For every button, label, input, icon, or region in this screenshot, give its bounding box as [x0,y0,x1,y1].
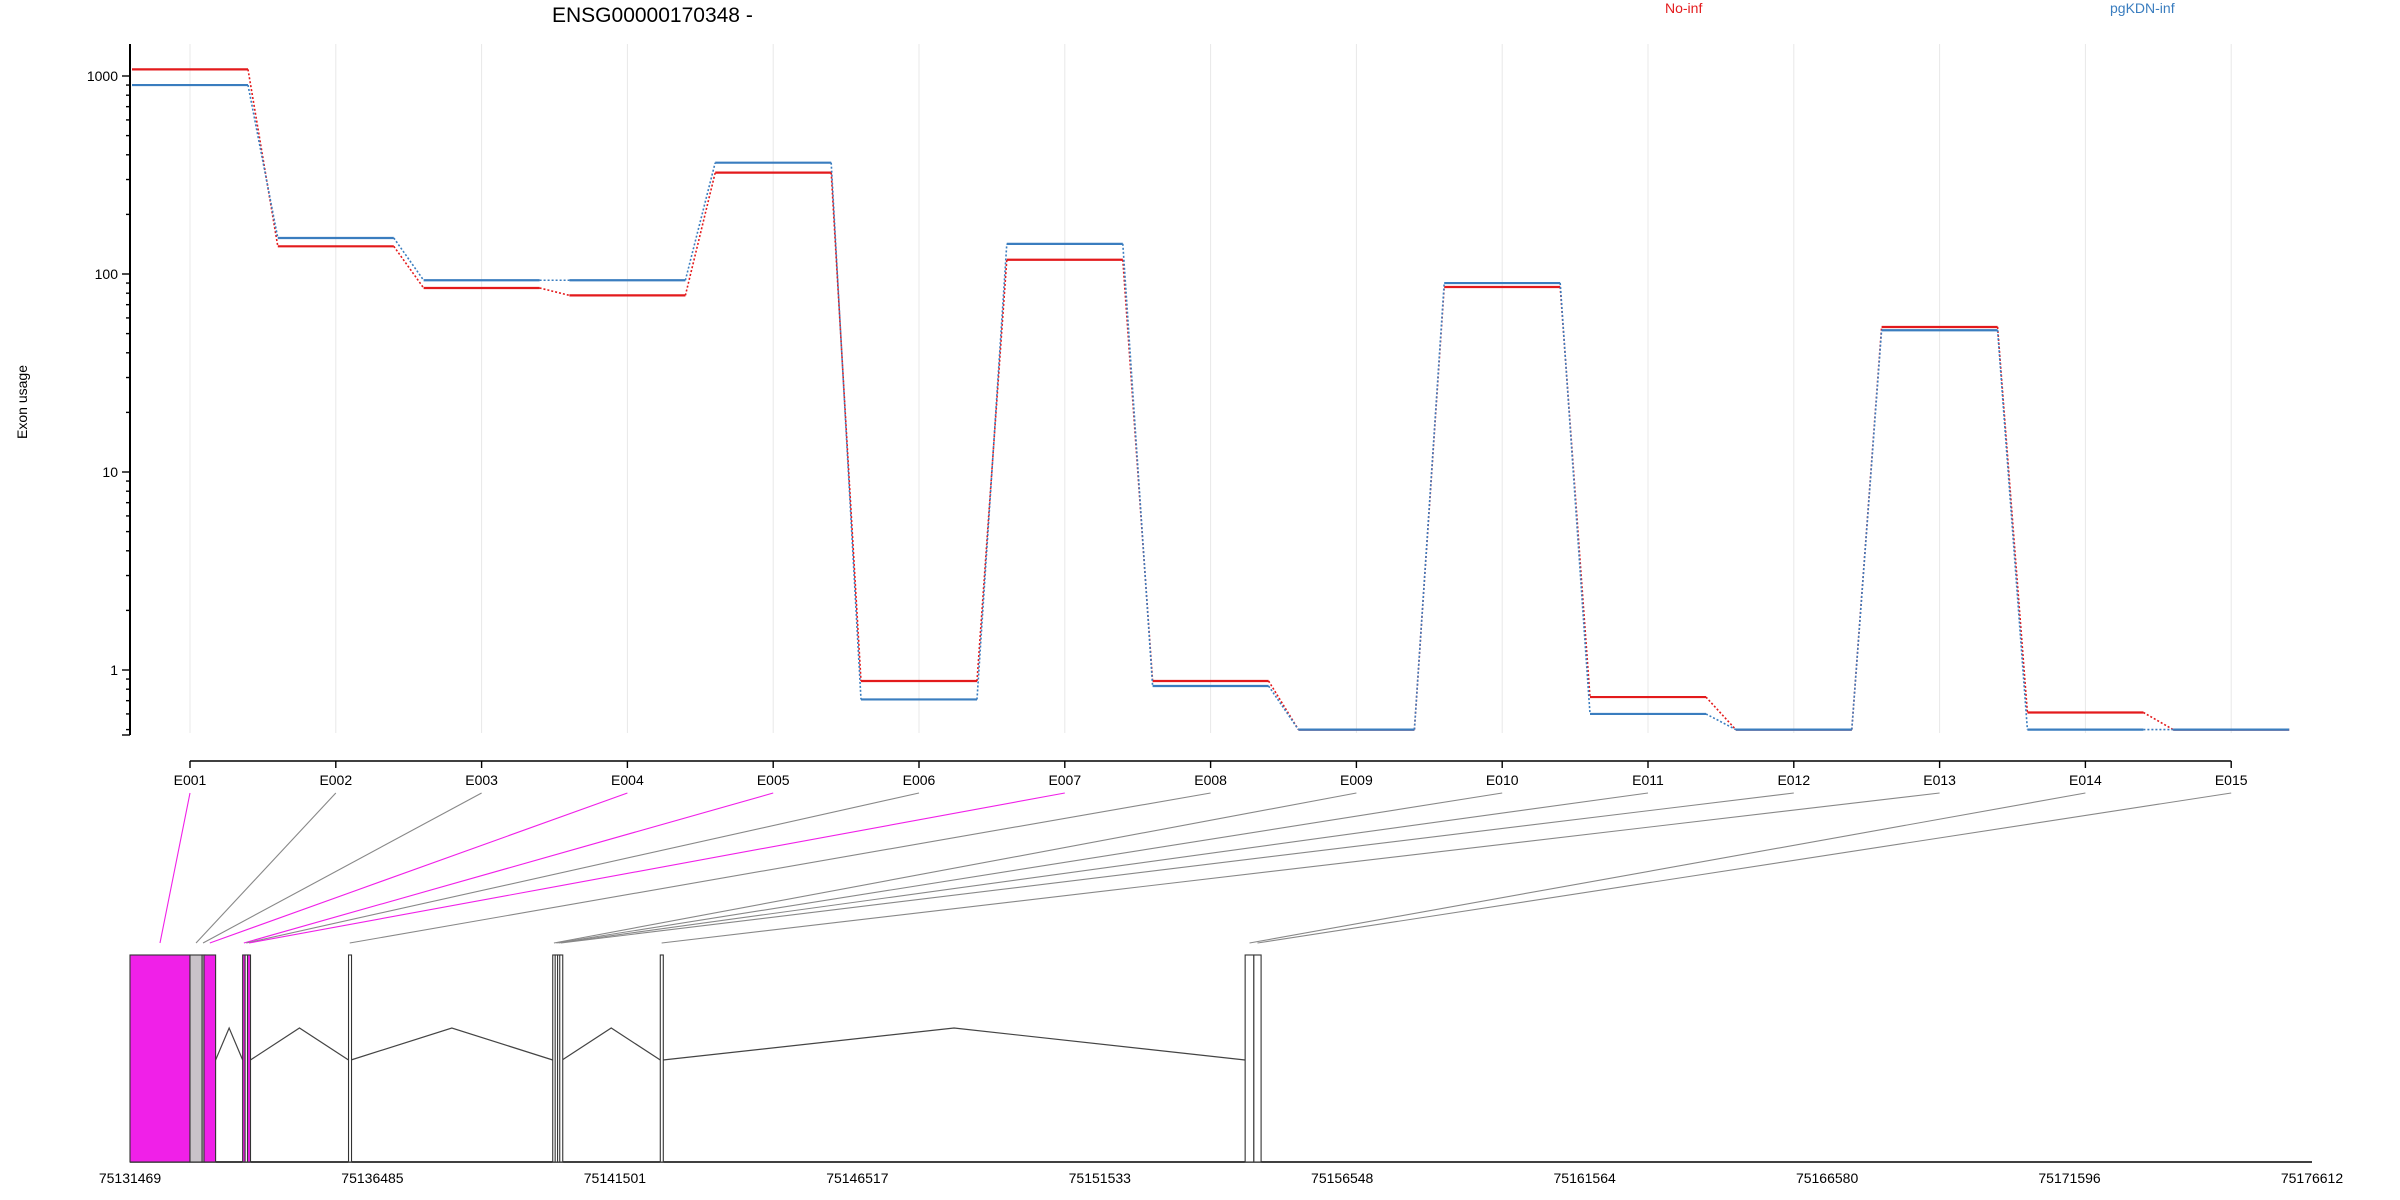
data-connector [1413,283,1445,730]
data-connector [247,69,279,247]
genomic-tick-label: 75136485 [341,1170,404,1186]
exon-box-E013 [659,954,664,1163]
exon-box-E015 [1253,954,1262,1163]
data-connector [1996,326,2029,713]
intron-line [250,1027,349,1061]
series-lines [132,68,2290,731]
exon-connector-lines [159,792,2232,944]
exon-box-E012 [559,954,564,1163]
x-tick-label: E014 [2069,772,2102,788]
gene-model: 75131469 75136485 75141501 75146517 75151533… [99,954,2344,1186]
x-tick-label: E001 [174,772,207,788]
data-connector [2143,711,2174,731]
data-connector [684,172,716,296]
exon-box-E001 [129,954,191,1163]
data-connector [393,245,425,289]
data-connector [684,162,716,281]
exon-box-E008 [347,954,353,1163]
genomic-tick-label: 75146517 [826,1170,889,1186]
exon-box-E014 [1244,954,1255,1163]
x-tick-label: E011 [1632,772,1664,788]
genomic-tick-label: 75156548 [1311,1170,1374,1186]
exon-connector-E001 [159,792,191,944]
x-tick-label: E009 [1340,772,1373,788]
x-tick-label: E004 [611,772,644,788]
y-tick-label: 1000 [87,68,118,84]
y-tick-label: 100 [95,266,119,282]
x-tick-label: E005 [757,772,790,788]
x-tick-label: E010 [1486,772,1519,788]
legend-no-inf: No-inf [1665,0,1702,16]
x-tick-label: E013 [1923,772,1956,788]
data-connector [1996,330,2029,730]
data-connector [830,172,862,682]
data-connector [1267,680,1300,731]
genomic-tick-label: 75161564 [1554,1170,1617,1186]
genomic-tick-label: 75176612 [2281,1170,2344,1186]
exon-connector-E015 [1257,792,2232,944]
exon-connector-E014 [1249,792,2086,944]
data-connector [976,243,1008,700]
genomic-tick-label: 75151533 [1069,1170,1132,1186]
exon-connector-E011 [558,792,1649,944]
data-connector [1122,243,1154,687]
axes: 1 10 100 1000 E001 E002 E003 E004 E005 E006 E007 E0… [87,44,2248,788]
exon-connector-E006 [246,792,920,944]
data-connector [1705,696,1737,731]
x-tick-label: E008 [1194,772,1227,788]
exon-connector-E004 [209,792,628,944]
data-connector [539,287,570,297]
y-tick-label: 10 [102,464,118,480]
exon-connector-E012 [560,792,1794,944]
data-connector [393,237,425,281]
chart-title: ENSG00000170348 - [552,4,753,27]
x-tick-label: E003 [465,772,498,788]
exon-box-E004 [203,954,217,1163]
x-tick-label: E015 [2215,772,2248,788]
data-connector [830,162,862,700]
x-tick-label: E006 [903,772,936,788]
data-connector [1851,330,1883,730]
intron-line [662,1027,1246,1061]
x-tick-label: E012 [1777,772,1810,788]
genomic-tick-label: 75166580 [1796,1170,1859,1186]
x-tick-label: E007 [1048,772,1081,788]
series-pgKDN-inf [132,83,2290,731]
grid-lines [189,44,2232,733]
exon-connector-E003 [202,792,482,944]
exon-connector-E007 [248,792,1065,944]
y-tick-label: 1 [110,662,118,678]
legend-pgkdn-inf: pgKDN-inf [2110,0,2175,16]
data-connector [1267,685,1300,731]
intron-line [215,1026,244,1061]
data-connector [1122,259,1154,682]
data-connector [1705,713,1737,731]
exon-connector-E013 [661,792,1940,944]
intron-line [350,1027,553,1061]
exon-connector-E005 [243,792,774,944]
genomic-tick-label: 75131469 [99,1170,162,1186]
exon-box-E002 [189,954,203,1163]
data-connector [247,84,279,239]
intron-line [561,1027,661,1061]
genomic-tick-label: 75141501 [584,1170,647,1186]
exon-connector-E009 [553,792,1357,944]
exon-connector-E008 [349,792,1211,944]
x-tick-label: E002 [319,772,352,788]
exon-connector-E010 [556,792,1503,944]
exon-box-E007 [246,954,252,1163]
genomic-tick-label: 75171596 [2038,1170,2101,1186]
y-axis-label: Exon usage [14,365,30,439]
exon-connector-E002 [195,792,337,944]
